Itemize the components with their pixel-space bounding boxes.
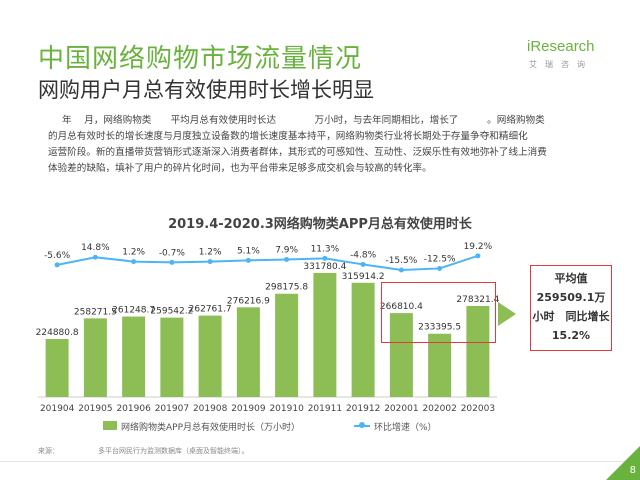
x-tick-label: 201909 bbox=[231, 404, 266, 414]
highlight-box bbox=[381, 282, 496, 343]
growth-rate-label: -0.7% bbox=[159, 248, 186, 258]
growth-rate-label: -5.6% bbox=[44, 251, 71, 261]
footer-divider bbox=[0, 461, 640, 462]
bar-201907 bbox=[160, 317, 184, 397]
callout-line-2: 259509.1万 bbox=[536, 291, 606, 304]
bar-value-label: 233395.5 bbox=[418, 323, 461, 333]
bar-202002 bbox=[428, 333, 452, 397]
paragraph-line-2: 的月总有效时长的增长速度与月度独立设备数的增长速度基本持平，网络购物类行业将长期… bbox=[48, 131, 528, 142]
source-note: 来源： 多平台网民行为监测数据库（桌面及智能终端）。 bbox=[38, 446, 249, 456]
x-tick-label: 201907 bbox=[155, 404, 189, 414]
bar-value-label: 261248.7 bbox=[112, 306, 155, 316]
growth-rate-point bbox=[92, 254, 98, 260]
bar-201909 bbox=[236, 307, 260, 397]
average-callout: 平均值 259509.1万 小时 同比增长 15.2% bbox=[530, 265, 612, 351]
bar-201912 bbox=[351, 282, 375, 397]
bar-value-label: 258271.5 bbox=[74, 307, 117, 317]
bar-value-label: 331780.4 bbox=[303, 262, 346, 272]
growth-rate-label: 1.2% bbox=[199, 248, 222, 258]
growth-rate-point bbox=[54, 262, 60, 268]
x-tick-label: 201905 bbox=[78, 404, 112, 414]
paragraph-line-4: 体验差的缺陷，填补了用户的碎片化时间，也为平台带来足够多成交机会与较高的转化率。 bbox=[48, 163, 432, 174]
bar-201911 bbox=[313, 273, 337, 397]
paragraph-line-3: 运营阶段。新的直播带货营销形式逐渐深入消费者群体，其形式的可感知性、互动性、泛娱… bbox=[48, 147, 547, 158]
page-number: 8 bbox=[629, 465, 636, 476]
growth-rate-point bbox=[169, 259, 175, 265]
growth-rate-point bbox=[475, 253, 481, 259]
page-corner bbox=[606, 446, 640, 480]
legend-line-label: 环比增速（%） bbox=[374, 423, 437, 433]
x-tick-label: 202002 bbox=[422, 404, 456, 414]
growth-rate-label: 1.2% bbox=[122, 248, 145, 258]
bar-value-label: 298175.8 bbox=[265, 283, 308, 293]
logo-brand: iResearch bbox=[527, 38, 595, 55]
callout-line-3: 小时 同比增长 bbox=[532, 310, 610, 323]
growth-rate-point bbox=[284, 256, 290, 262]
logo-tag: 艾瑞咨询 bbox=[529, 60, 593, 69]
growth-rate-point bbox=[245, 257, 251, 263]
x-tick-label: 202003 bbox=[461, 404, 495, 414]
bar-202003 bbox=[466, 306, 490, 397]
growth-rate-point bbox=[360, 261, 366, 267]
iresearch-logo: iResearch 艾瑞咨询 bbox=[527, 38, 607, 78]
growth-rate-label: 5.1% bbox=[237, 246, 260, 256]
growth-rate-point bbox=[437, 265, 443, 271]
growth-rate-label: 19.2% bbox=[464, 242, 493, 252]
growth-rate-label: -12.5% bbox=[424, 254, 456, 264]
callout-line-1: 平均值 bbox=[554, 272, 588, 285]
bar-201906 bbox=[122, 316, 146, 397]
chart-title: 2019.4-2020.3网络购物类APP月总有效使用时长 bbox=[168, 217, 472, 232]
legend-bar-label: 网络购物类APP月总有效使用时长（万小时） bbox=[121, 423, 301, 433]
growth-rate-point bbox=[322, 255, 328, 261]
summary-paragraph: 年 月，网络购物类 平均月总有效使用时长达 万小时，与去年同期相比，增长了 。网… bbox=[48, 113, 582, 177]
growth-rate-label: 14.8% bbox=[81, 243, 110, 253]
arrow-right-icon bbox=[498, 302, 516, 326]
x-tick-label: 201908 bbox=[193, 404, 228, 414]
legend-line-dot bbox=[359, 422, 365, 428]
growth-rate-point bbox=[131, 259, 137, 265]
bar-202001 bbox=[389, 313, 413, 397]
source-text: 多平台网民行为监测数据库（桌面及智能终端）。 bbox=[98, 447, 249, 455]
bar-value-label: 266810.4 bbox=[380, 302, 423, 312]
growth-rate-label: -4.8% bbox=[350, 250, 377, 260]
bar-201908 bbox=[198, 315, 222, 397]
growth-rate-label: 11.3% bbox=[311, 244, 340, 254]
bar-value-label: 259542.2 bbox=[150, 307, 193, 317]
chart-legend: 网络购物类APP月总有效使用时长（万小时） 环比增速（%） bbox=[0, 420, 640, 434]
growth-rate-label: 7.9% bbox=[275, 245, 298, 255]
legend-bar-swatch bbox=[103, 421, 117, 430]
growth-rate-label: -15.5% bbox=[385, 256, 417, 266]
page-title: 中国网络购物市场流量情况 bbox=[38, 44, 363, 74]
callout-line-4: 15.2% bbox=[551, 329, 591, 342]
source-label: 来源： bbox=[38, 447, 59, 455]
x-tick-label: 201906 bbox=[116, 404, 151, 414]
paragraph-line-1: 年 月，网络购物类 平均月总有效使用时长达 万小时，与去年同期相比，增长了 。网… bbox=[62, 115, 545, 126]
bar-value-label: 262761.7 bbox=[189, 305, 232, 315]
page-subtitle: 网购用户月总有效使用时长增长明显 bbox=[38, 78, 374, 102]
bar-201904 bbox=[45, 339, 69, 397]
bar-value-label: 315914.2 bbox=[342, 272, 385, 282]
growth-rate-line bbox=[56, 254, 479, 272]
bar-201905 bbox=[83, 318, 107, 397]
x-tick-label: 201911 bbox=[308, 404, 342, 414]
growth-rate-point bbox=[398, 267, 404, 273]
bar-value-label: 224880.8 bbox=[36, 328, 79, 338]
bar-201910 bbox=[275, 293, 299, 397]
growth-rate-point bbox=[207, 259, 213, 265]
x-tick-label: 202001 bbox=[384, 404, 418, 414]
bar-value-label: 278321.4 bbox=[456, 295, 499, 305]
x-tick-label: 201904 bbox=[40, 404, 75, 414]
x-tick-label: 201912 bbox=[346, 404, 380, 414]
x-tick-label: 201910 bbox=[269, 404, 304, 414]
bar-value-label: 276216.9 bbox=[227, 296, 270, 306]
